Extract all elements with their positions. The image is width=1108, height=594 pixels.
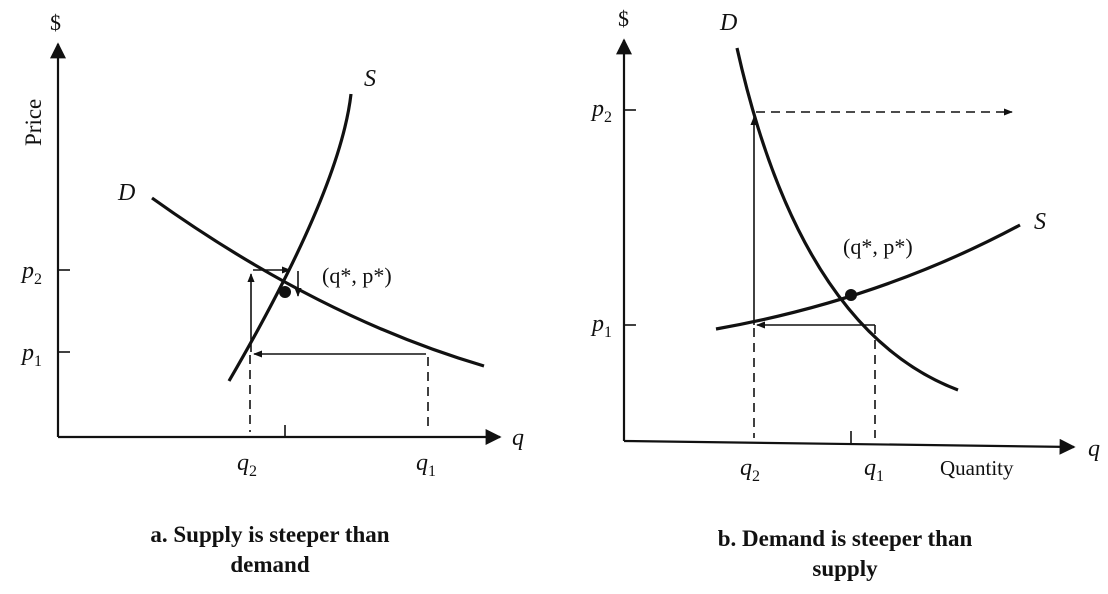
panel-a-caption-line1: a. Supply is steeper than (150, 522, 389, 547)
panel-a-p2-label: p2 (20, 258, 42, 288)
panel-a-demand-curve (151, 196, 485, 368)
panel-b-equilibrium-label: (q*, p*) (843, 234, 913, 259)
panel-b-supply-curve (715, 223, 1021, 331)
panel-b-demand-label: D (719, 10, 737, 36)
panel-a-supply-curve (227, 93, 353, 382)
panel-b-q1-label: q1 (864, 455, 884, 485)
panel-b-equilibrium-point (845, 289, 857, 301)
panel-b-q2-label: q2 (740, 455, 760, 485)
panel-a-y-symbol: $ (50, 10, 61, 35)
panel-b: $ q Quantity D S p2 p1 q2 q1 (q*, p*) b.… (590, 6, 1100, 581)
panel-b-y-symbol: $ (618, 6, 629, 31)
panel-a-q2-label: q2 (237, 450, 257, 480)
panel-b-demand-curve (735, 47, 959, 392)
panel-a-x-symbol: q (512, 425, 524, 451)
panel-a-equilibrium-label: (q*, p*) (322, 263, 392, 288)
panel-b-x-axis (623, 438, 1076, 455)
panel-a-q1-label: q1 (416, 450, 436, 480)
panel-b-x-symbol: q (1088, 436, 1100, 462)
panel-a-supply-label: S (364, 66, 376, 92)
panel-a: $ Price q D S p2 p1 q2 q1 (q*, p*) a. Su… (20, 10, 524, 577)
panel-b-p1-label: p1 (590, 311, 612, 341)
panel-a-y-axis-label: Price (21, 99, 46, 146)
panel-a-p1-label: p1 (20, 340, 42, 370)
panel-a-caption-line2: demand (230, 552, 309, 577)
panel-b-caption-line1: b. Demand is steeper than (718, 526, 973, 551)
panel-a-demand-label: D (117, 180, 135, 206)
panel-b-supply-label: S (1034, 209, 1046, 235)
panel-b-x-axis-label: Quantity (940, 456, 1014, 480)
panel-b-caption-line2: supply (812, 556, 878, 581)
panel-a-equilibrium-point (279, 286, 291, 298)
panel-b-p2-label: p2 (590, 96, 612, 126)
